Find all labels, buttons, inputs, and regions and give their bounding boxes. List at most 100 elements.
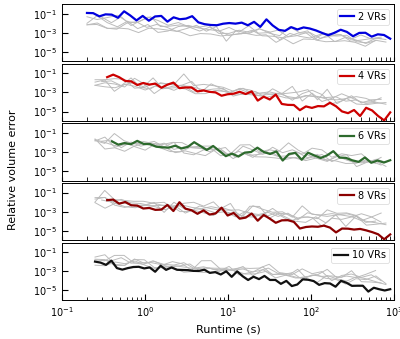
8 VRs [298,226,302,231]
8 VRs [111,198,116,202]
Line: 6 VRs: 6 VRs [112,141,390,163]
2 VRs [289,25,294,29]
6 VRs [306,151,310,155]
4 VRs [286,103,290,107]
8 VRs [346,227,350,231]
2 VRs [84,11,89,15]
4 VRs [183,85,188,89]
8 VRs [225,214,230,218]
4 VRs [219,94,224,98]
8 VRs [165,203,170,207]
8 VRs [328,225,332,230]
10 VRs [208,271,212,275]
2 VRs [184,17,188,21]
2 VRs [122,9,126,13]
2 VRs [301,25,306,29]
4 VRs [135,83,140,87]
6 VRs [236,155,241,159]
10 VRs [366,290,371,294]
4 VRs [105,75,110,79]
4 VRs [322,104,326,108]
6 VRs [261,150,266,154]
4 VRs [177,86,182,90]
6 VRs [110,139,114,143]
4 VRs [117,75,122,79]
Text: Relative volume error: Relative volume error [8,109,18,230]
2 VRs [270,23,275,27]
4 VRs [231,92,236,96]
6 VRs [211,144,216,148]
2 VRs [239,21,244,25]
8 VRs [261,213,266,217]
Legend: 4 VRs: 4 VRs [337,68,389,84]
6 VRs [350,158,355,162]
4 VRs [153,82,158,86]
2 VRs [388,37,393,41]
6 VRs [223,154,228,158]
8 VRs [153,208,158,212]
2 VRs [338,28,343,32]
2 VRs [190,14,194,18]
4 VRs [165,83,170,87]
8 VRs [183,207,188,211]
4 VRs [267,97,272,101]
Legend: 6 VRs: 6 VRs [337,128,389,144]
4 VRs [370,108,374,113]
2 VRs [153,15,158,19]
4 VRs [340,109,344,114]
2 VRs [264,17,269,21]
4 VRs [364,106,368,110]
8 VRs [237,217,242,221]
10 VRs [131,265,136,269]
8 VRs [231,211,236,215]
2 VRs [221,22,226,26]
4 VRs [171,81,176,85]
8 VRs [382,237,386,241]
8 VRs [255,219,260,223]
10 VRs [388,287,393,291]
4 VRs [129,79,134,83]
6 VRs [242,151,247,155]
4 VRs [382,118,386,122]
6 VRs [324,154,329,158]
6 VRs [369,161,374,165]
2 VRs [227,21,232,25]
4 VRs [147,82,152,86]
2 VRs [376,32,380,36]
2 VRs [283,29,288,33]
4 VRs [237,90,242,94]
2 VRs [332,31,337,35]
4 VRs [123,79,128,83]
4 VRs [346,111,350,115]
6 VRs [160,145,165,149]
8 VRs [352,227,356,232]
8 VRs [388,233,393,237]
6 VRs [186,145,190,149]
4 VRs [159,86,164,90]
2 VRs [351,34,356,38]
6 VRs [388,158,393,162]
2 VRs [116,16,120,20]
2 VRs [276,28,281,32]
8 VRs [292,220,296,224]
2 VRs [97,14,102,18]
2 VRs [140,14,145,18]
6 VRs [217,149,222,153]
8 VRs [316,225,320,229]
8 VRs [310,224,314,228]
8 VRs [171,209,176,213]
4 VRs [255,99,260,103]
6 VRs [293,151,298,155]
8 VRs [334,231,338,235]
4 VRs [298,108,302,112]
X-axis label: Runtime (s): Runtime (s) [196,324,260,334]
6 VRs [299,158,304,162]
2 VRs [369,35,374,39]
8 VRs [358,227,362,231]
6 VRs [141,142,146,146]
4 VRs [243,92,248,96]
8 VRs [159,207,164,212]
10 VRs [109,259,114,263]
2 VRs [128,14,133,18]
2 VRs [326,33,331,37]
